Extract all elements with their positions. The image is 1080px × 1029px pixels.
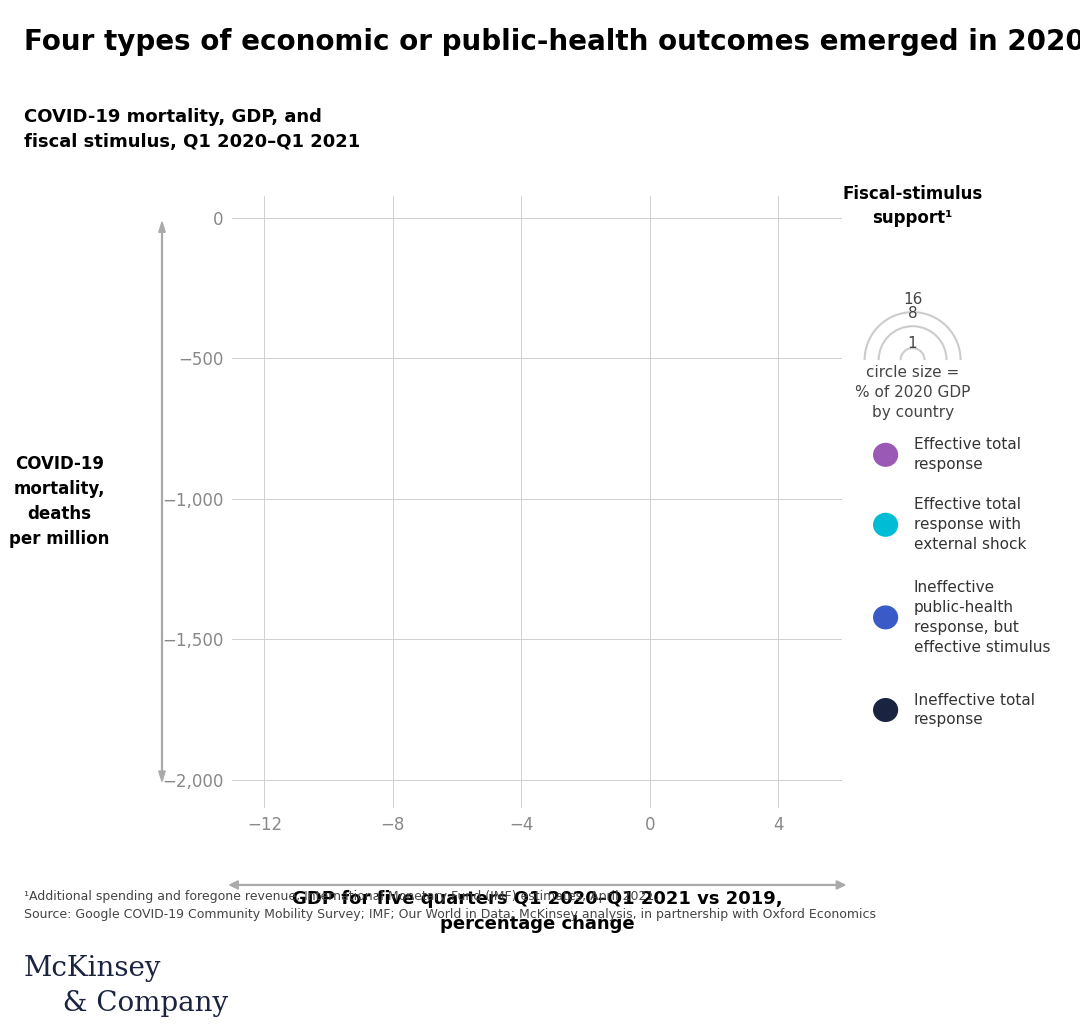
Text: COVID-19
mortality,
deaths
per million: COVID-19 mortality, deaths per million <box>10 455 109 548</box>
Text: Ineffective total
response: Ineffective total response <box>914 693 1035 728</box>
Text: Ineffective
public-health
response, but
effective stimulus: Ineffective public-health response, but … <box>914 580 1050 654</box>
Text: GDP for five quarters Q1 2020–Q1 2021 vs 2019,
percentage change: GDP for five quarters Q1 2020–Q1 2021 vs… <box>292 890 783 933</box>
Text: circle size =
% of 2020 GDP
by country: circle size = % of 2020 GDP by country <box>855 365 970 420</box>
Text: Four types of economic or public-health outcomes emerged in 2020.: Four types of economic or public-health … <box>24 28 1080 56</box>
Text: Effective total
response with
external shock: Effective total response with external s… <box>914 497 1026 553</box>
Text: McKinsey: McKinsey <box>24 955 161 982</box>
Text: Fiscal-stimulus
support¹: Fiscal-stimulus support¹ <box>842 185 983 226</box>
Text: ¹Additional spending and foregone revenue, International Monetary Fund (IMF) est: ¹Additional spending and foregone revenu… <box>24 890 876 921</box>
Text: 1: 1 <box>908 336 917 351</box>
Text: 8: 8 <box>908 306 917 321</box>
Text: 16: 16 <box>903 292 922 307</box>
Text: Effective total
response: Effective total response <box>914 437 1021 472</box>
Text: & Company: & Company <box>45 990 229 1017</box>
Text: COVID-19 mortality, GDP, and
fiscal stimulus, Q1 2020–Q1 2021: COVID-19 mortality, GDP, and fiscal stim… <box>24 108 360 151</box>
